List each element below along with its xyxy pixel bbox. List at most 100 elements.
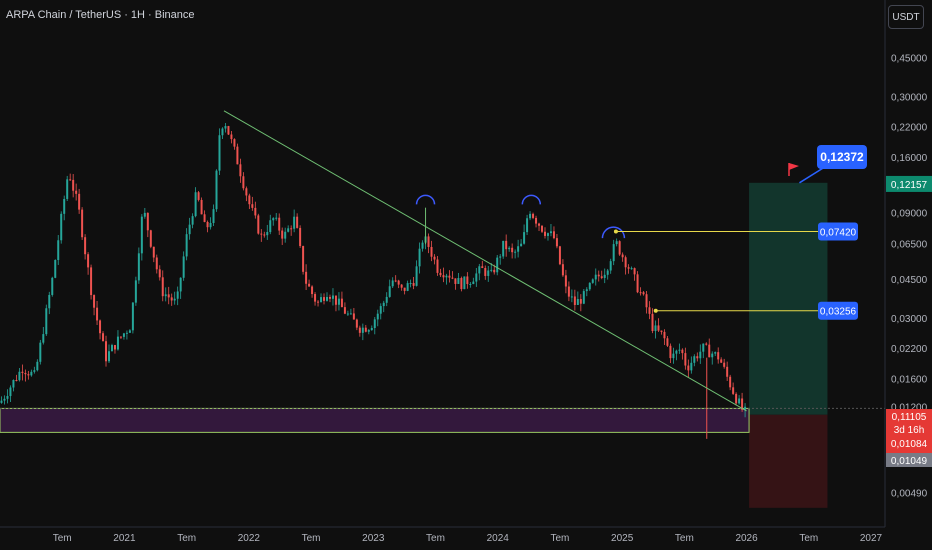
candle-body [302,246,305,272]
candle-body [361,327,364,333]
candle-body [355,319,358,328]
candle-body [102,333,105,342]
candle-body [675,350,678,354]
candle-body [143,212,146,217]
x-tick-label: Tem [53,533,72,544]
candle-body [493,269,496,273]
candle-body [122,333,125,337]
target-label-text: 0,12372 [820,150,864,164]
candle-body [529,213,532,219]
candle-body [478,266,481,274]
candle-body [499,256,502,258]
candle-body [69,179,72,181]
candle-body [714,352,717,354]
candle-body [72,179,75,191]
candle-body [588,282,591,290]
candle-body [331,295,334,299]
y-tick-label: 0,00490 [891,489,928,500]
candle-body [496,257,499,273]
candle-body [343,307,346,314]
candle-body [541,225,544,232]
candle-body [517,246,520,252]
candle-body [594,274,597,280]
candle-body [412,283,415,286]
candle-body [684,353,687,366]
candle-body [385,296,388,303]
candle-body [481,266,484,268]
target-zone [749,182,828,415]
candle-body [535,217,538,224]
candle-body [176,291,179,299]
candle-body [140,216,143,254]
candle-body [744,406,747,410]
candle-body [66,179,69,199]
candle-body [15,379,18,381]
candle-body [215,170,218,210]
candle-body [197,192,200,200]
candle-body [666,338,669,346]
x-tick-label: 2023 [362,533,385,544]
candle-body [523,232,526,244]
candle-body [690,362,693,371]
candle-body [442,275,445,278]
top-arc [521,194,542,205]
candle-body [269,220,272,233]
y-tick-label: 0,22000 [891,122,928,133]
candle-body [460,278,463,290]
candle-body [173,298,176,301]
candle-body [78,193,81,210]
candle-body [99,320,102,334]
candle-body [660,330,663,332]
low-price-tag-2 [886,453,932,467]
candle-body [639,292,642,294]
candle-body [502,240,505,257]
y-tick-label: 0,45000 [891,53,928,64]
candle-body [203,214,206,222]
candle-body [113,345,116,350]
candle-body [487,270,490,276]
candle-body [394,280,397,282]
candle-body [409,283,412,285]
candle-body [475,273,478,282]
candle-body [30,371,33,376]
candle-body [152,246,155,258]
candle-body [681,349,684,354]
candle-body [618,241,621,255]
candle-body [693,356,696,363]
x-tick-label: Tem [177,533,196,544]
candle-body [573,296,576,305]
y-tick-label: 0,04500 [891,275,928,286]
candle-body [624,257,627,268]
top-arc [601,226,626,239]
x-tick-label: Tem [799,533,818,544]
level-label-box [818,222,858,241]
y-tick-label: 0,16000 [891,153,928,164]
candle-body [42,334,45,343]
candle-body [723,362,726,367]
candle-body [39,342,42,362]
candle-body [131,302,134,331]
x-tick-label: 2025 [611,533,634,544]
candle-body [334,295,337,305]
trendline [223,110,747,412]
candle-body [421,242,424,249]
low-price-text-1: 0,01084 [891,439,928,450]
candle-body [451,277,454,279]
y-tick-label: 0,02200 [891,344,928,355]
candle-body [230,134,233,140]
candle-body [87,254,90,268]
currency-button[interactable]: USDT [888,5,924,29]
candle-body [93,295,96,308]
candle-body [305,271,308,284]
candle-body [418,248,421,267]
x-tick-label: Tem [426,533,445,544]
candle-body [484,267,487,276]
candle-body [538,223,541,226]
candle-body [81,209,84,238]
candle-body [36,361,39,371]
y-tick-label: 0,09000 [891,208,928,219]
candle-body [116,336,119,350]
symbol-title: ARPA Chain / TetherUS · 1H · Binance [6,9,195,21]
x-tick-label: 2022 [238,533,261,544]
